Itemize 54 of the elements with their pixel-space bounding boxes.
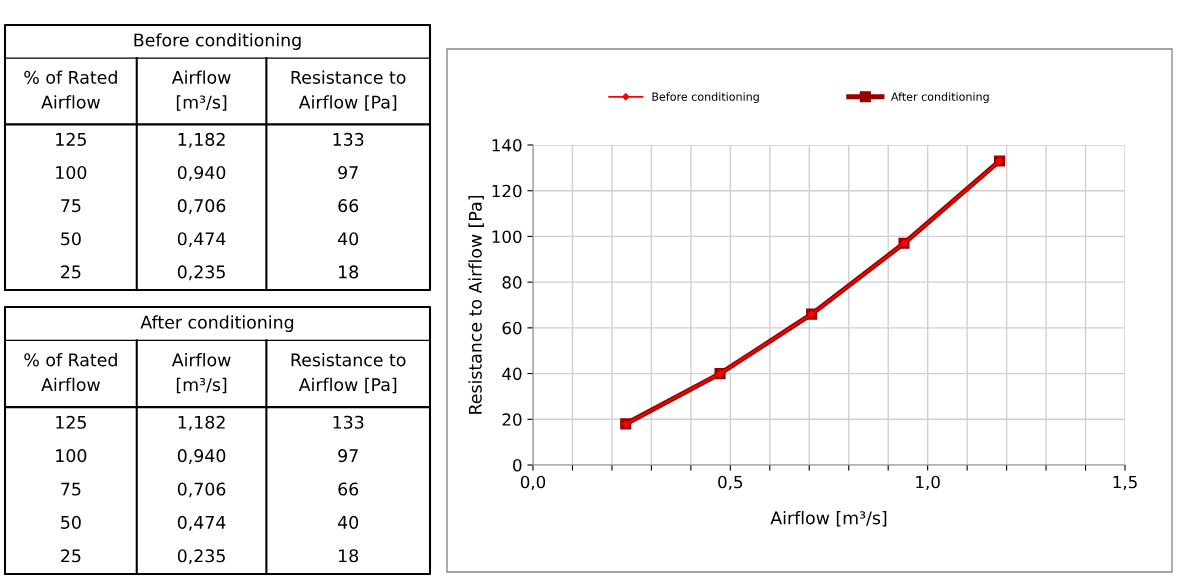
text: 0,706: [177, 482, 226, 498]
text: Airflow [m³/s]: [171, 352, 231, 394]
y-tick-label: 20: [502, 413, 522, 426]
text: 100: [56, 165, 87, 180]
text: Resistance to Airflow [Pa]: [291, 70, 406, 111]
text: 25: [61, 549, 81, 563]
x-tick-label: 1,5: [1113, 475, 1137, 491]
text: 0,474: [177, 232, 226, 248]
text: 1,182: [178, 415, 225, 431]
text: Airflow [m³/s]: [171, 70, 231, 111]
text: 18: [339, 549, 359, 563]
text: 133: [333, 132, 364, 146]
text: % of Rated Airflow: [24, 70, 117, 109]
text: 0,474: [177, 515, 226, 531]
text: 25: [61, 265, 81, 279]
text: 50: [61, 515, 81, 529]
text: 0,706: [177, 199, 226, 214]
legend-label: Before conditioning: [652, 92, 759, 103]
x-tick-label: 0,0: [520, 475, 546, 491]
text: 100: [56, 449, 87, 463]
y-tick-label: 60: [502, 321, 522, 335]
text: 0,940: [177, 449, 226, 464]
text: 40: [337, 515, 359, 529]
text: 1,182: [178, 132, 225, 148]
text: 75: [61, 199, 81, 213]
text: 125: [56, 132, 86, 146]
text: After conditioning: [140, 315, 294, 333]
y-tick-label: 40: [502, 367, 522, 381]
y-tick-label: 0: [513, 458, 522, 472]
text: % of Rated Airflow: [24, 352, 117, 392]
text: 50: [61, 232, 81, 246]
legend-label: After conditioning: [890, 92, 989, 103]
text: 0,235: [177, 549, 225, 565]
x-axis-title: Airflow [m³/s]: [770, 510, 887, 527]
text: Before conditioning: [134, 33, 301, 50]
text: 125: [56, 415, 86, 429]
text: Resistance to Airflow [Pa]: [291, 352, 406, 394]
x-tick-label: 0,5: [718, 475, 743, 491]
text: 66: [338, 199, 359, 213]
y-axis-title: Resistance to Airflow [Pa]: [468, 195, 484, 414]
y-tick-label: 80: [502, 276, 522, 289]
text: 0,940: [177, 165, 226, 181]
x-tick-label: 1,0: [916, 475, 940, 491]
text: 97: [338, 165, 358, 180]
y-tick-label: 140: [492, 138, 522, 152]
text: 75: [61, 482, 81, 496]
text: 97: [338, 449, 358, 463]
text: 133: [333, 415, 364, 429]
y-tick-label: 100: [492, 230, 522, 243]
text: 66: [338, 482, 359, 496]
text: 40: [337, 232, 359, 246]
y-tick-label: 120: [492, 184, 522, 198]
text: 0,235: [177, 265, 225, 281]
text: 18: [339, 265, 359, 279]
